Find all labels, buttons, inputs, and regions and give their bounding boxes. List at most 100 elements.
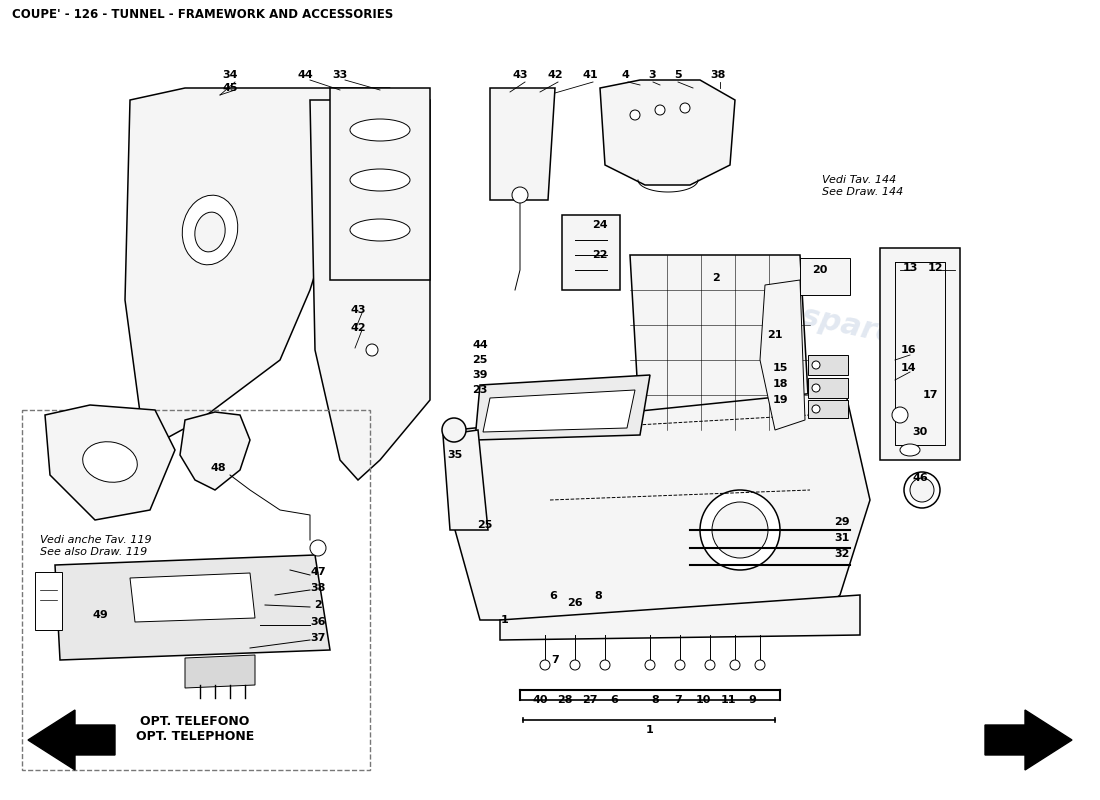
Text: 14: 14	[900, 363, 916, 373]
Circle shape	[600, 660, 610, 670]
Text: 41: 41	[582, 70, 597, 80]
Text: 8: 8	[651, 695, 659, 705]
Text: 25: 25	[472, 355, 487, 365]
Text: 32: 32	[834, 549, 849, 559]
Text: 43: 43	[513, 70, 528, 80]
Text: 18: 18	[772, 379, 788, 389]
Polygon shape	[185, 655, 255, 688]
Text: 42: 42	[350, 323, 366, 333]
Polygon shape	[455, 390, 870, 620]
Circle shape	[755, 660, 764, 670]
Text: 15: 15	[772, 363, 788, 373]
Text: 5: 5	[674, 70, 682, 80]
Polygon shape	[475, 375, 650, 440]
Text: COUPE' - 126 - TUNNEL - FRAMEWORK AND ACCESSORIES: COUPE' - 126 - TUNNEL - FRAMEWORK AND AC…	[12, 8, 394, 21]
Polygon shape	[310, 100, 430, 480]
Text: 38: 38	[711, 70, 726, 80]
Polygon shape	[880, 248, 960, 460]
Text: eurospares: eurospares	[222, 246, 417, 314]
Text: 26: 26	[568, 598, 583, 608]
Ellipse shape	[350, 219, 410, 241]
Polygon shape	[45, 405, 175, 520]
Circle shape	[675, 660, 685, 670]
Text: 49: 49	[92, 610, 108, 620]
Circle shape	[812, 361, 820, 369]
Polygon shape	[330, 88, 430, 280]
Text: 2: 2	[712, 273, 719, 283]
Circle shape	[654, 105, 666, 115]
Text: eurospares: eurospares	[522, 496, 717, 564]
Polygon shape	[180, 412, 250, 490]
Text: 1: 1	[646, 725, 653, 735]
Polygon shape	[483, 390, 635, 432]
Text: 24: 24	[592, 220, 608, 230]
Ellipse shape	[350, 119, 410, 141]
Ellipse shape	[183, 195, 238, 265]
Circle shape	[570, 660, 580, 670]
Circle shape	[730, 660, 740, 670]
Circle shape	[892, 407, 907, 423]
Text: 30: 30	[912, 427, 927, 437]
Text: 13: 13	[902, 263, 917, 273]
Text: 27: 27	[582, 695, 597, 705]
Text: 23: 23	[472, 385, 487, 395]
Text: 12: 12	[927, 263, 943, 273]
Text: 7: 7	[674, 695, 682, 705]
Text: 4: 4	[621, 70, 629, 80]
Text: 44: 44	[297, 70, 312, 80]
Polygon shape	[490, 88, 556, 200]
Text: 36: 36	[310, 617, 326, 627]
Circle shape	[705, 660, 715, 670]
Text: 43: 43	[350, 305, 365, 315]
Ellipse shape	[195, 212, 226, 252]
Circle shape	[366, 344, 378, 356]
Circle shape	[680, 103, 690, 113]
Text: 40: 40	[532, 695, 548, 705]
Polygon shape	[800, 258, 850, 295]
Polygon shape	[984, 710, 1072, 770]
Text: 47: 47	[310, 567, 326, 577]
Text: 34: 34	[222, 70, 238, 80]
Text: 48: 48	[210, 463, 225, 473]
Text: 2: 2	[315, 600, 322, 610]
Text: 10: 10	[695, 695, 711, 705]
Text: 35: 35	[448, 450, 463, 460]
Text: 9: 9	[748, 695, 756, 705]
Circle shape	[630, 110, 640, 120]
Ellipse shape	[900, 444, 920, 456]
Circle shape	[540, 660, 550, 670]
Ellipse shape	[82, 442, 138, 482]
Text: 42: 42	[547, 70, 563, 80]
Circle shape	[310, 540, 326, 556]
Circle shape	[712, 502, 768, 558]
Polygon shape	[630, 255, 810, 430]
Text: 20: 20	[812, 265, 827, 275]
Text: 25: 25	[477, 520, 493, 530]
Circle shape	[812, 384, 820, 392]
Polygon shape	[808, 378, 848, 398]
Polygon shape	[28, 710, 115, 770]
Circle shape	[442, 418, 466, 442]
Text: 31: 31	[834, 533, 849, 543]
Text: 8: 8	[594, 591, 602, 601]
Text: 1: 1	[502, 615, 509, 625]
Text: 17: 17	[922, 390, 937, 400]
Text: 6: 6	[610, 695, 618, 705]
Text: OPT. TELEFONO
OPT. TELEPHONE: OPT. TELEFONO OPT. TELEPHONE	[136, 715, 254, 743]
Polygon shape	[500, 595, 860, 640]
Circle shape	[904, 472, 940, 508]
Text: 38: 38	[310, 583, 326, 593]
Text: 45: 45	[222, 83, 238, 93]
Text: 29: 29	[834, 517, 850, 527]
Text: eurospares: eurospares	[723, 286, 917, 354]
Polygon shape	[130, 573, 255, 622]
Ellipse shape	[350, 169, 410, 191]
Text: 46: 46	[912, 473, 928, 483]
Text: 3: 3	[648, 70, 656, 80]
Circle shape	[645, 660, 654, 670]
Polygon shape	[443, 430, 488, 530]
Text: 11: 11	[720, 695, 736, 705]
Text: 21: 21	[768, 330, 783, 340]
Polygon shape	[808, 400, 848, 418]
Text: 19: 19	[772, 395, 788, 405]
